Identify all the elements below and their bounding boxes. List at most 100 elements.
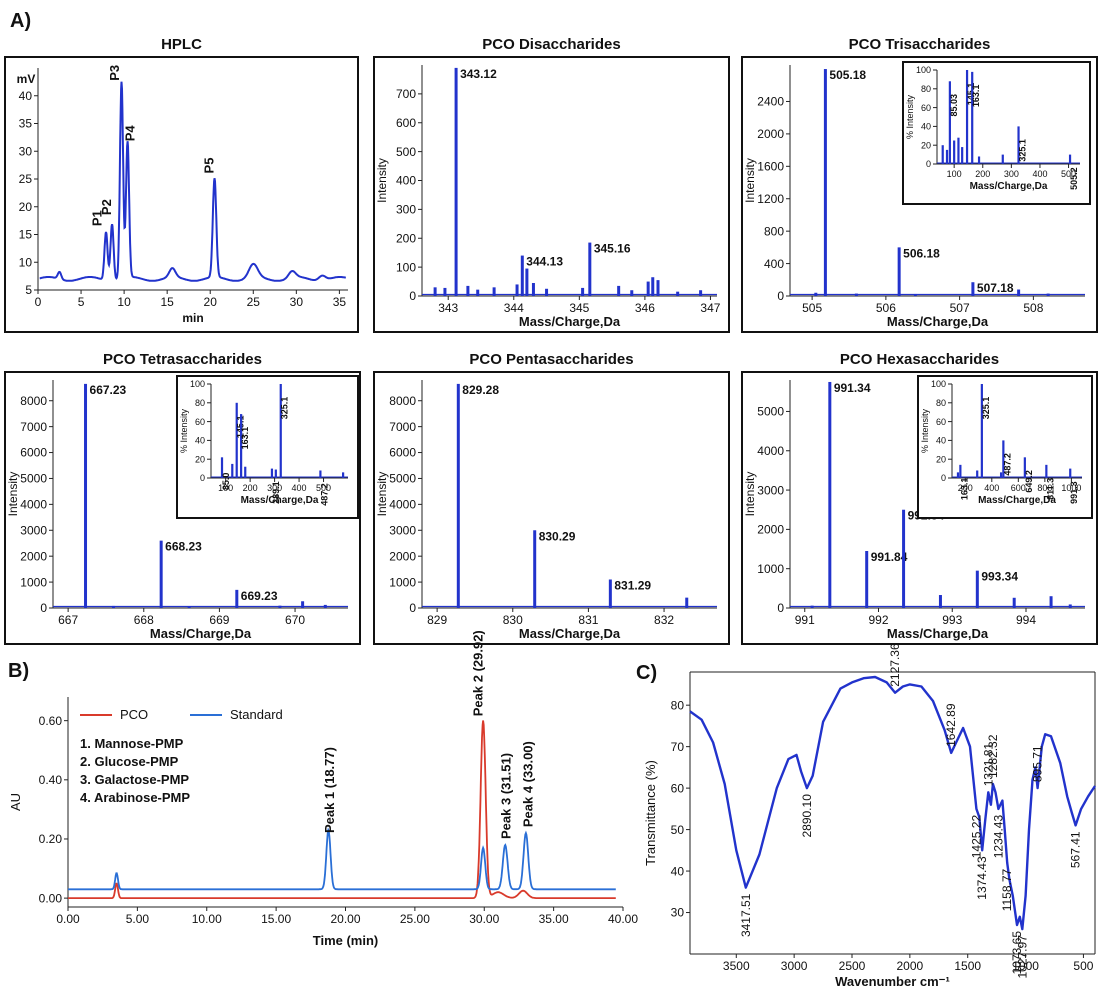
disacch-y-tick-label: 500 [396, 145, 416, 159]
hexasacch-peak [828, 381, 832, 608]
hplc-xlabel: min [182, 311, 203, 325]
pmp-note: 2. Glucose-PMP [80, 754, 179, 769]
hexasacch-y-tick-label: 1000 [757, 562, 784, 576]
disacch-title: PCO Disaccharides [482, 36, 620, 53]
trisacch-inset-y-tick-label: 40 [921, 122, 931, 132]
trisacch-x-tick-label: 506 [876, 301, 896, 315]
disacch-y-tick-label: 0 [409, 289, 416, 303]
tetrasacch-inset-peak [342, 472, 345, 478]
disacch-x-tick-label: 344 [504, 301, 524, 315]
disacch-xlabel: Mass/Charge,Da [519, 314, 621, 329]
ftir-peak-label: 567.41 [1069, 831, 1083, 868]
hexasacch-peak [1012, 597, 1016, 608]
tetrasacch-inset-peak [220, 457, 224, 478]
hexasacch-inset-x-tick-label: 600 [1011, 483, 1026, 493]
tetrasacch-peak-label: 667.23 [90, 383, 127, 397]
tetrasacch-y-tick-label: 0 [40, 601, 47, 615]
ftir-ylabel: Transmittance (%) [643, 760, 658, 866]
hplc-peak-label: P3 [107, 65, 122, 81]
hplc-y-tick-label: 35 [19, 117, 33, 131]
pmp-series-standard [68, 827, 616, 891]
tetrasacch-y-tick-label: 4000 [20, 498, 47, 512]
ftir-xlabel: Wavenumber cm⁻¹ [835, 974, 950, 989]
disacch-y-tick-label: 100 [396, 260, 416, 274]
hexasacch-inset-frame [917, 375, 1093, 519]
disacch-peak [433, 287, 437, 296]
trisacch-inset-peak [977, 156, 981, 164]
tetrasacch-inset-y-tick-label: 40 [195, 436, 205, 446]
tetrasacch-x-tick-label: 670 [285, 613, 305, 627]
hexasacch-inset-peak [980, 384, 983, 478]
tetrasacch-y-tick-label: 7000 [20, 420, 47, 434]
hplc_pmp-y-tick-label: 0.60 [39, 714, 63, 728]
trisacch-y-tick-label: 2000 [757, 127, 784, 141]
pentasacch-y-tick-label: 8000 [389, 394, 416, 408]
hexasacch-inset-y-tick-label: 100 [931, 379, 946, 389]
disacch-peak-label: 344.13 [526, 255, 563, 269]
tetrasacch-inset-x-tick-label: 400 [292, 483, 307, 493]
disacch-peak [525, 268, 529, 296]
trisacch-inset-y-tick-label: 20 [921, 140, 931, 150]
hexasacch-inset-x-tick-label: 400 [984, 483, 999, 493]
tetrasacch-peak [301, 601, 305, 608]
trisacch-peak [1017, 289, 1021, 296]
tetrasacch-inset-ylabel: % Intensity [179, 408, 189, 453]
pentasacch-peak [456, 383, 460, 608]
trisacch-inset-x-tick-label: 200 [975, 169, 990, 179]
hplc-y-tick-label: 25 [19, 172, 33, 186]
disacch-peak [454, 67, 458, 296]
trisacch-peak [854, 293, 858, 296]
hexasacch-peak [865, 551, 869, 608]
hplc-y-tick-label: 5 [25, 283, 32, 297]
hplc-y-tick-label: 10 [19, 255, 33, 269]
tetrasacch-xlabel: Mass/Charge,Da [150, 626, 252, 641]
hplc-peak-label: P5 [202, 158, 217, 174]
tetrasacch-inset-peak-label: 487.2 [319, 483, 329, 506]
trisacch-inset-peak [1017, 126, 1020, 164]
pmp-peak-label: Peak 4 (33.00) [521, 741, 536, 827]
pentasacch-y-tick-label: 1000 [389, 575, 416, 589]
hplc_pmp-x-tick-label: 40.00 [608, 912, 638, 926]
trisacch-x-tick-label: 505 [802, 301, 822, 315]
trisacch-peak [823, 69, 827, 296]
pmp-ylabel: AU [8, 793, 23, 811]
disacch-peak [630, 290, 634, 296]
pentasacch-peak [608, 579, 612, 608]
ftir-y-tick-label: 40 [671, 864, 685, 878]
tetrasacch-title: PCO Tetrasaccharides [103, 351, 262, 368]
disacch-peak [531, 283, 535, 296]
hplc_pmp-x-tick-label: 35.00 [539, 912, 569, 926]
tetrasacch-ylabel: Intensity [6, 472, 20, 517]
hexasacch-inset-peak [956, 472, 960, 478]
trisacch-inset-peak-label: 85.03 [949, 94, 959, 117]
tetrasacch-inset-peak [279, 384, 282, 478]
hplc-y-tick-label: 20 [19, 200, 33, 214]
pentasacch-y-tick-label: 4000 [389, 498, 416, 512]
tetrasacch-inset-x-tick-label: 300 [267, 483, 282, 493]
ftir-peak-label: 1374.43 [975, 856, 989, 900]
hexasacch-inset-xlabel: Mass/Charge,Da [978, 495, 1056, 506]
hplc-x-tick-label: 15 [160, 295, 174, 309]
disacch-peak-label: 343.12 [460, 67, 497, 81]
tetrasacch-y-tick-label: 3000 [20, 523, 47, 537]
ftir-peak-label: 1642.89 [944, 703, 958, 747]
disacch-peak [581, 287, 585, 296]
trisacch-inset-ylabel: % Intensity [905, 94, 915, 139]
panel-label-a: A) [10, 10, 32, 32]
pentasacch-peak [685, 597, 689, 608]
hexasacch-inset-ylabel: % Intensity [920, 408, 930, 453]
ftir-peak-label: 895.71 [1031, 745, 1045, 782]
pentasacch-y-tick-label: 0 [409, 601, 416, 615]
hplc_pmp-x-tick-label: 20.00 [330, 912, 360, 926]
hexasacch-inset-peak-label: 811.3 [1045, 478, 1055, 500]
trisacch-inset-peak [1068, 154, 1072, 164]
disacch-peak [676, 291, 680, 296]
tetrasacch-inset-x-tick-label: 100 [218, 483, 233, 493]
disacch-peak [588, 242, 592, 296]
trisacch-inset-y-tick-label: 80 [921, 84, 931, 94]
hexasacch-inset-y-tick-label: 60 [936, 417, 946, 427]
pentasacch-ylabel: Intensity [375, 472, 389, 517]
trisacch-inset-peak [945, 149, 949, 164]
hexasacch-peak [1049, 596, 1053, 608]
disacch-peak [492, 287, 496, 296]
